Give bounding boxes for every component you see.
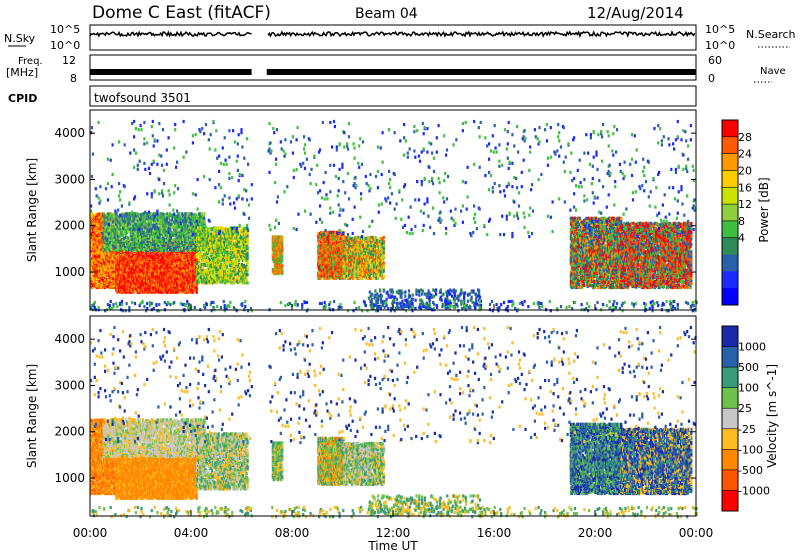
echo-cell [174, 224, 176, 227]
echo-cell [140, 233, 142, 236]
echo-cell [170, 241, 172, 244]
echo-cell [110, 246, 112, 249]
echo-cell [196, 291, 198, 294]
echo-cell [148, 229, 150, 232]
echo-cell [122, 244, 124, 247]
echo-cell [140, 265, 142, 268]
echo-cell [121, 231, 123, 234]
beam-label: Beam 04 [355, 6, 418, 22]
nave-label: Nave [760, 66, 786, 77]
echo-cell [110, 232, 112, 235]
echo-cell [117, 238, 119, 241]
echo-cell [111, 237, 113, 240]
nave-tick-bottom: 0 [708, 72, 715, 85]
radar-summary-plot: Dome C East (fitACF) Beam 04 12/Aug/2014… [0, 0, 800, 554]
echo-cell [187, 246, 189, 249]
site-title: Dome C East (fitACF) [92, 3, 271, 23]
nsky-trace [90, 32, 695, 36]
echo-cell [117, 244, 119, 247]
nsearch-label: N.Search [746, 28, 796, 41]
echo-cell [107, 227, 109, 230]
nsky-label: N.Sky [4, 32, 36, 45]
echo-cell [127, 230, 129, 233]
date-label: 12/Aug/2014 [587, 4, 684, 22]
echo-cell [105, 213, 107, 216]
echo-cell [162, 237, 164, 240]
echo-cell [182, 219, 184, 222]
nsearch-tick-top: 10^5 [705, 23, 735, 36]
nsky-panel: N.Sky 10^5 10^0 10^5 10^0 N.Search [4, 23, 796, 52]
echo-cell [107, 212, 109, 215]
echo-cell [121, 223, 123, 226]
freq-tick-top: 12 [62, 54, 76, 67]
echo-cell [179, 215, 181, 218]
echo-cell [184, 212, 186, 215]
nave-tick-top: 60 [708, 54, 722, 67]
freq-tick-bottom: 8 [70, 72, 77, 85]
cpid-row: CPID twofsound 3501 [8, 86, 696, 106]
freq-panel: Freq. [MHz] 12 8 60 0 Nave [6, 54, 786, 85]
echo-cell [179, 236, 181, 239]
cpid-value: twofsound 3501 [94, 91, 191, 105]
echo-cell [132, 247, 134, 250]
echo-cell [157, 236, 159, 239]
echo-cell [196, 287, 198, 290]
nsky-tick-bottom: 10^0 [50, 39, 80, 52]
echo-cell [122, 234, 124, 237]
freq-label-2: [MHz] [6, 66, 38, 79]
echo-cell [171, 218, 173, 221]
nsearch-tick-bottom: 10^0 [705, 39, 735, 52]
echo-cell [124, 248, 126, 251]
echo-cell [113, 213, 115, 216]
cpid-label: CPID [8, 92, 37, 105]
echo-cell [187, 224, 189, 227]
echo-cell [114, 246, 116, 249]
nsky-tick-top: 10^5 [50, 23, 80, 36]
echo-cell [98, 280, 100, 283]
echo-cell [129, 212, 131, 215]
echo-cell [161, 224, 163, 227]
echo-cell [119, 242, 121, 245]
echo-cell [178, 212, 180, 215]
echo-cell [160, 291, 162, 294]
power-scatter-cells [90, 120, 698, 312]
